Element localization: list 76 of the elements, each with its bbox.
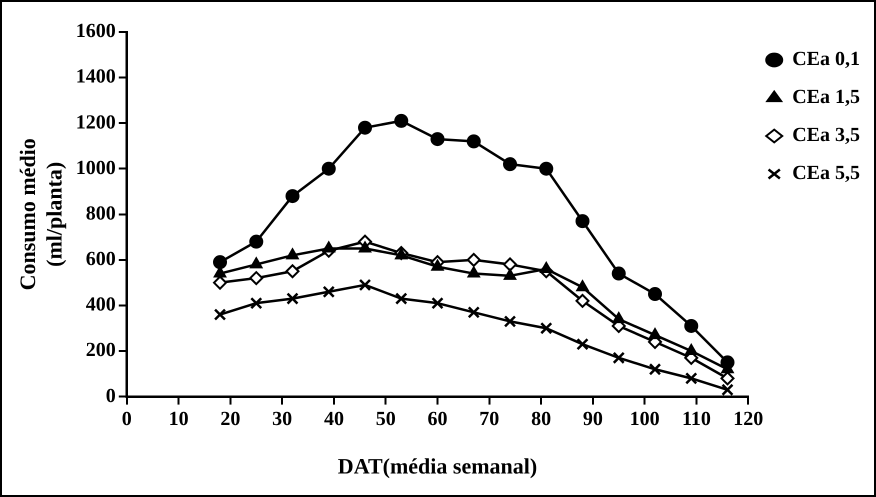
point	[394, 114, 408, 128]
x-axis-title: DAT(média semanal)	[338, 453, 538, 478]
x-tick-label: 110	[682, 408, 711, 430]
point	[576, 294, 590, 308]
y-tick-label: 1600	[76, 20, 116, 42]
point	[322, 162, 336, 176]
point	[466, 134, 481, 148]
y-tick-label: 0	[106, 384, 116, 407]
point	[286, 189, 300, 204]
x-tick-label: 50	[376, 408, 396, 430]
point	[612, 312, 625, 324]
point	[540, 322, 552, 334]
point	[468, 266, 480, 278]
x-tick-label: 60	[428, 408, 448, 430]
point	[720, 355, 735, 370]
point	[503, 157, 518, 172]
point	[395, 292, 408, 305]
y-tick-label: 1000	[76, 156, 116, 179]
point	[648, 328, 662, 340]
y-tick-label: 1200	[76, 111, 116, 134]
point	[214, 308, 226, 321]
legend-label: CEa 5,5	[792, 162, 860, 184]
point	[612, 266, 626, 281]
y-tick-label: 800	[86, 202, 116, 224]
point	[322, 286, 335, 298]
point	[286, 264, 300, 278]
point	[286, 248, 299, 260]
point	[648, 287, 662, 302]
point	[250, 296, 262, 310]
point	[720, 371, 735, 386]
legend-label: CEa 0,1	[792, 48, 860, 70]
point	[612, 352, 625, 364]
point	[250, 257, 262, 268]
x-tick-label: 100	[630, 408, 660, 430]
y-tick-label: 200	[86, 339, 116, 362]
point	[576, 338, 589, 350]
point	[685, 372, 698, 385]
point	[358, 278, 372, 292]
point	[249, 271, 264, 286]
legend-label: CEa 3,5	[792, 124, 860, 146]
point	[249, 234, 264, 249]
point	[322, 241, 335, 252]
point	[286, 292, 299, 305]
point	[213, 255, 228, 270]
x-tick-label: 30	[272, 408, 292, 430]
x-tick-label: 90	[582, 408, 603, 430]
point	[504, 315, 516, 328]
x-tick-label: 20	[220, 408, 240, 430]
x-tick-label: 70	[479, 408, 500, 430]
point	[685, 344, 698, 356]
point	[431, 260, 444, 271]
point	[539, 162, 554, 176]
legend-label: CEa 1,5	[792, 86, 860, 108]
point	[721, 384, 734, 396]
point	[358, 241, 372, 252]
point	[648, 363, 662, 376]
y-tick-label: 1400	[76, 66, 116, 88]
point	[576, 280, 589, 292]
x-tick-label: 0	[122, 408, 132, 430]
x-tick-label: 80	[531, 408, 552, 430]
point	[468, 306, 480, 318]
point	[684, 318, 698, 333]
point	[358, 120, 372, 135]
point	[503, 257, 518, 272]
x-tick-label: 10	[168, 408, 189, 430]
point	[213, 276, 228, 290]
y-tick-label: 600	[86, 248, 116, 270]
point	[576, 214, 590, 228]
x-tick-label: 40	[324, 408, 344, 430]
point	[431, 296, 444, 310]
point	[466, 252, 481, 267]
point	[504, 268, 516, 280]
x-tick-label: 120	[733, 408, 764, 430]
point	[430, 132, 445, 146]
y-tick-label: 400	[86, 294, 116, 316]
y-axis-title: Consumo médio (ml/planta)	[14, 138, 66, 290]
